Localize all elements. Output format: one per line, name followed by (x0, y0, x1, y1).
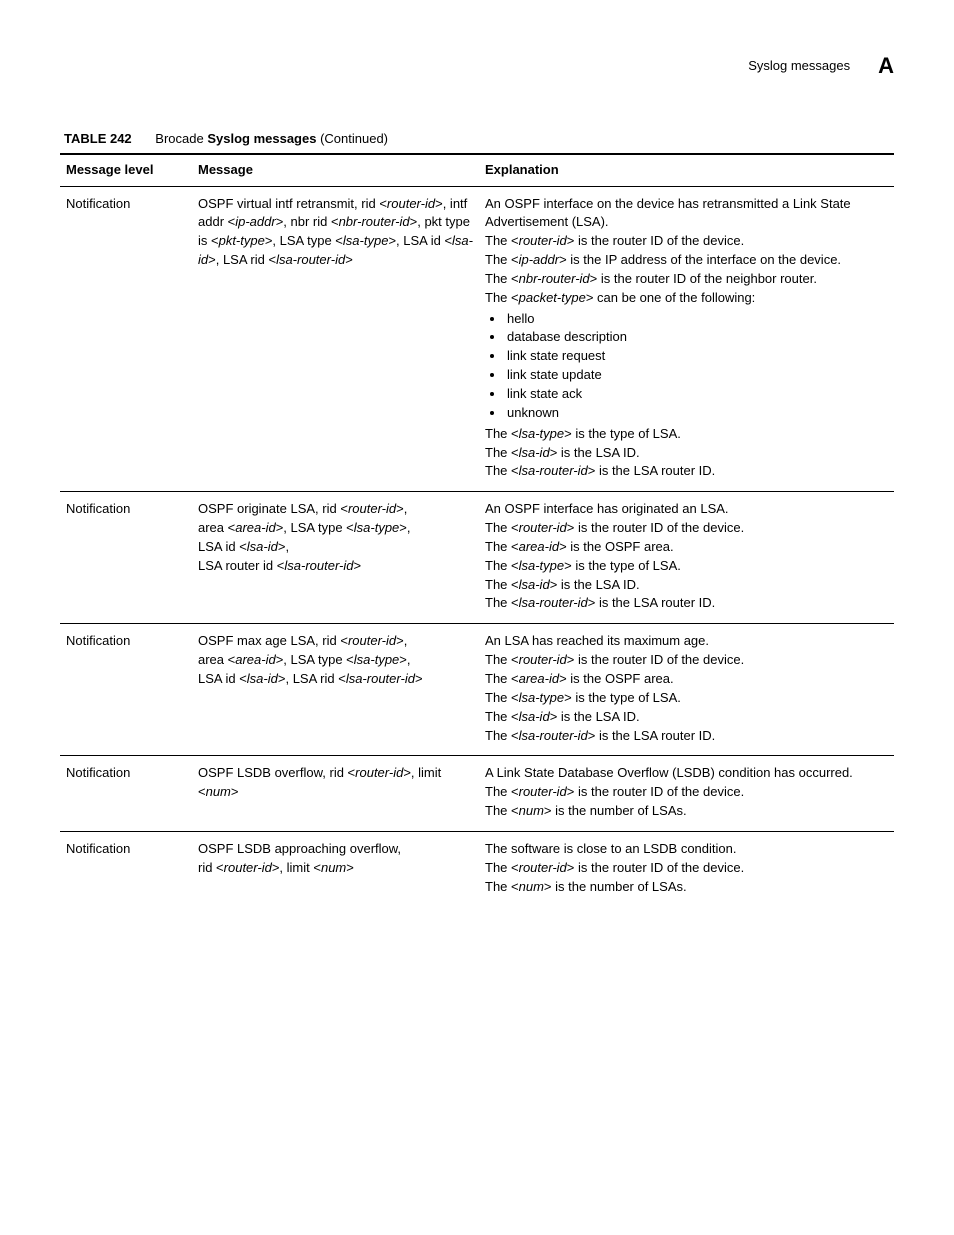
header-title: Syslog messages (748, 57, 850, 76)
cell-message: OSPF LSDB overflow, rid <router-id>, lim… (192, 756, 479, 832)
cell-explanation: An OSPF interface has originated an LSA.… (479, 492, 894, 624)
table-row: NotificationOSPF originate LSA, rid <rou… (60, 492, 894, 624)
col-header-message: Message (192, 154, 479, 186)
table-row: NotificationOSPF LSDB overflow, rid <rou… (60, 756, 894, 832)
cell-explanation: A Link State Database Overflow (LSDB) co… (479, 756, 894, 832)
header-appendix-letter: A (878, 50, 894, 82)
table-caption: TABLE 242 Brocade Syslog messages (Conti… (60, 130, 894, 149)
cell-explanation: An LSA has reached its maximum age.The <… (479, 624, 894, 756)
list-item: unknown (505, 404, 888, 423)
cell-level: Notification (60, 624, 192, 756)
cell-message: OSPF virtual intf retransmit, rid <route… (192, 186, 479, 492)
table-row: NotificationOSPF virtual intf retransmit… (60, 186, 894, 492)
cell-message: OSPF LSDB approaching overflow,rid <rout… (192, 831, 479, 906)
caption-suffix: (Continued) (316, 131, 388, 146)
col-header-level: Message level (60, 154, 192, 186)
syslog-table: Message level Message Explanation Notifi… (60, 153, 894, 907)
list-item: database description (505, 328, 888, 347)
caption-prefix: Brocade (155, 131, 207, 146)
cell-level: Notification (60, 831, 192, 906)
table-header-row: Message level Message Explanation (60, 154, 894, 186)
cell-message: OSPF originate LSA, rid <router-id>,area… (192, 492, 479, 624)
caption-bold: Syslog messages (207, 131, 316, 146)
cell-explanation: An OSPF interface on the device has retr… (479, 186, 894, 492)
page-header: Syslog messages A (60, 50, 894, 82)
table-number: TABLE 242 (64, 131, 132, 146)
table-row: NotificationOSPF max age LSA, rid <route… (60, 624, 894, 756)
cell-level: Notification (60, 186, 192, 492)
col-header-explanation: Explanation (479, 154, 894, 186)
cell-message: OSPF max age LSA, rid <router-id>,area <… (192, 624, 479, 756)
list-item: hello (505, 310, 888, 329)
cell-level: Notification (60, 492, 192, 624)
cell-explanation: The software is close to an LSDB conditi… (479, 831, 894, 906)
packet-types-list: hellodatabase descriptionlink state requ… (505, 310, 888, 423)
list-item: link state request (505, 347, 888, 366)
list-item: link state update (505, 366, 888, 385)
table-row: NotificationOSPF LSDB approaching overfl… (60, 831, 894, 906)
cell-level: Notification (60, 756, 192, 832)
list-item: link state ack (505, 385, 888, 404)
